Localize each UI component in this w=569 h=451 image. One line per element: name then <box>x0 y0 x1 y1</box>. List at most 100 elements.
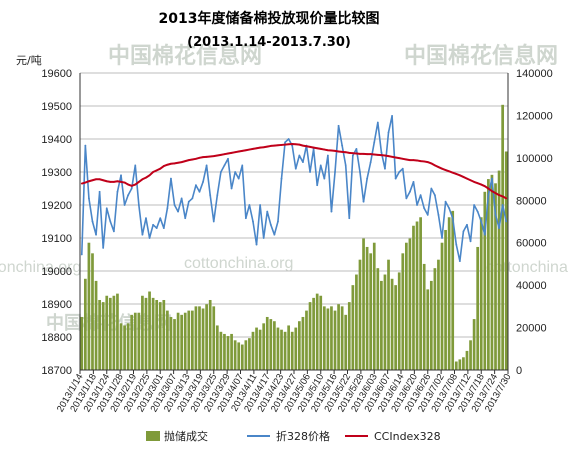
line-point <box>230 151 233 154</box>
line-point <box>227 152 229 155</box>
line-point <box>337 150 340 153</box>
line-point <box>244 149 247 152</box>
line-point <box>376 153 379 156</box>
bar <box>369 253 373 370</box>
bar <box>365 246 369 370</box>
bar <box>351 285 355 370</box>
line-point <box>319 164 322 167</box>
bar <box>340 306 344 370</box>
line-point <box>369 161 372 164</box>
line-point <box>255 147 258 150</box>
line-point <box>348 217 351 220</box>
line-point <box>162 227 165 230</box>
bar <box>408 238 412 370</box>
line-point <box>480 183 483 186</box>
line-point <box>326 149 329 152</box>
bar <box>130 314 134 370</box>
line-point <box>455 243 458 246</box>
line-point <box>448 207 451 210</box>
bar <box>333 310 337 370</box>
line-point <box>380 151 383 154</box>
line-point <box>209 155 212 158</box>
left-tick-label-8: 19500 <box>41 101 72 113</box>
line-point <box>302 161 304 164</box>
line-point <box>451 171 454 174</box>
bar <box>362 238 365 370</box>
line-point <box>216 154 219 157</box>
line-point <box>162 165 165 167</box>
bar <box>233 340 237 370</box>
line-point <box>362 200 365 203</box>
line-point <box>491 190 493 193</box>
line-point <box>80 182 83 185</box>
bar <box>504 151 508 370</box>
left-tick-label-9: 19600 <box>41 68 72 80</box>
line-point <box>487 194 490 197</box>
bar <box>265 316 269 370</box>
line-point <box>223 153 226 156</box>
line-point <box>88 197 90 200</box>
line-point <box>466 223 468 226</box>
line-point <box>334 171 336 173</box>
line-point <box>152 171 155 173</box>
line-point <box>230 187 233 190</box>
bar <box>133 312 137 370</box>
line-point <box>180 197 183 200</box>
bar <box>312 297 315 370</box>
line-point <box>334 149 336 152</box>
bar <box>315 293 319 370</box>
bar <box>372 242 376 370</box>
bar <box>230 333 233 370</box>
line-point <box>159 167 162 170</box>
bar <box>116 293 119 370</box>
bar <box>169 316 173 370</box>
line-point <box>120 181 122 183</box>
line-point <box>237 150 240 153</box>
bar <box>287 325 291 370</box>
legend-label-bar: 抛储成交 <box>164 429 208 443</box>
line-point <box>109 181 112 183</box>
left-tick-label-4: 19100 <box>41 233 72 245</box>
line-point <box>173 204 176 206</box>
line-point <box>191 158 194 161</box>
bar <box>180 314 184 370</box>
line-point <box>448 170 451 173</box>
left-tick-label-0: 18700 <box>41 365 72 377</box>
line-point <box>259 204 262 206</box>
line-point <box>330 149 333 152</box>
right-axis-ticks: 0 20000 40000 60000 80000 100000 120000 140000 <box>516 68 553 377</box>
line-point <box>191 197 194 200</box>
line-point <box>419 194 422 197</box>
legend-label-price: 折328价格 <box>276 429 330 443</box>
line-point <box>184 217 187 220</box>
right-tick-label-6: 120000 <box>516 110 553 122</box>
bar <box>447 217 451 370</box>
bar <box>326 308 330 370</box>
bar <box>429 280 433 370</box>
line-point <box>319 148 322 150</box>
line-point <box>505 197 508 200</box>
line-point <box>219 153 222 156</box>
line-point <box>366 177 369 180</box>
bar <box>83 278 87 370</box>
line-point <box>437 214 440 216</box>
bar <box>469 340 472 370</box>
line-point <box>476 210 479 213</box>
bar <box>337 304 340 370</box>
left-axis-ticks: 18700 18800 18900 19000 19100 19200 19300 19400… <box>41 68 72 377</box>
line-point <box>387 155 390 158</box>
line-point <box>373 141 376 144</box>
line-point <box>227 157 229 160</box>
line-point <box>405 197 408 200</box>
bar <box>376 268 380 370</box>
line-point <box>491 177 493 180</box>
line-point <box>80 253 83 256</box>
line-point <box>376 121 379 124</box>
line-point <box>166 207 169 210</box>
line-point <box>248 148 251 151</box>
bar <box>440 242 444 370</box>
line-point <box>170 177 172 180</box>
line-point <box>123 181 126 184</box>
line-point <box>84 144 87 147</box>
